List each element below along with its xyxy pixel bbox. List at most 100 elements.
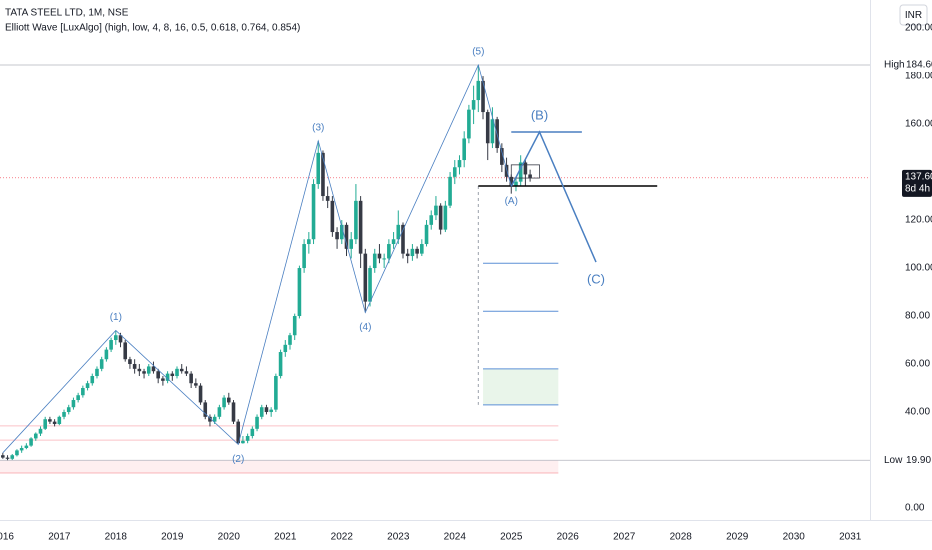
low-label: Low — [884, 455, 903, 466]
candle-body — [212, 416, 217, 422]
candle-body — [500, 148, 504, 165]
y-tick-label: 100.00 — [905, 263, 932, 274]
candle-body — [288, 335, 292, 345]
y-tick-label: 180.00 — [905, 71, 932, 82]
candle-body — [161, 378, 165, 381]
candle-body — [189, 373, 193, 384]
candle-body — [57, 416, 62, 425]
candle-body — [109, 340, 113, 350]
candle-body — [344, 224, 349, 249]
currency-button[interactable] — [899, 4, 928, 26]
candle-body — [405, 253, 410, 257]
x-tick-label: 2016 — [0, 532, 14, 543]
candle-body — [354, 200, 358, 240]
x-tick-label: 2017 — [48, 532, 71, 543]
candle-body — [62, 412, 66, 417]
candle-body — [33, 433, 38, 439]
candle-body — [194, 383, 198, 386]
x-tick-label: 2019 — [161, 532, 184, 543]
candle-body — [151, 366, 156, 372]
candle-body — [99, 359, 104, 369]
x-tick-label: 2024 — [444, 532, 467, 543]
candle-body — [236, 421, 241, 444]
candle-body — [66, 407, 71, 413]
candle-body — [443, 205, 448, 230]
candle-body — [452, 167, 457, 177]
projection-line — [510, 130, 597, 263]
candle-body — [485, 112, 490, 144]
candle-body — [467, 109, 471, 139]
candle-body — [387, 244, 391, 259]
wave-label: (C) — [587, 271, 605, 286]
candle-body — [297, 268, 302, 317]
x-tick-label: 2026 — [557, 532, 580, 543]
candle-body — [363, 253, 368, 302]
candle-body — [368, 268, 372, 302]
x-tick-label: 2025 — [500, 532, 523, 543]
price-label: 137.60 — [905, 171, 932, 182]
x-tick-label: 2021 — [274, 532, 297, 543]
x-tick-label: 2030 — [783, 532, 806, 543]
candle-body — [95, 368, 99, 377]
y-tick-label: 120.00 — [905, 215, 932, 226]
candle-body — [391, 239, 396, 245]
candle-body — [335, 232, 339, 240]
candle-body — [321, 152, 325, 197]
candle-body — [250, 428, 255, 437]
y-tick-label: 80.00 — [905, 311, 930, 322]
candle-body — [128, 359, 132, 365]
candle-body — [165, 373, 170, 381]
candle-body — [434, 205, 438, 216]
candle-body — [396, 224, 401, 240]
candle-body — [382, 258, 386, 260]
high-value-bg — [902, 58, 932, 73]
candle-body — [490, 119, 495, 144]
candle-body — [504, 164, 509, 177]
candle-body — [208, 416, 212, 422]
wave-label: (B) — [531, 107, 548, 122]
candle-body — [81, 388, 85, 396]
candle-body — [462, 138, 466, 161]
candle-body — [358, 200, 363, 254]
y-tick-label: 0.00 — [905, 503, 925, 514]
candle-body — [24, 445, 29, 449]
range-box — [510, 164, 540, 179]
x-tick-label: 2029 — [726, 532, 749, 543]
candle-body — [76, 395, 80, 401]
candle-body — [245, 436, 250, 441]
candle-body — [71, 400, 76, 408]
candle-body — [415, 248, 419, 254]
wave-label: (1) — [110, 312, 122, 323]
x-tick-label: 2023 — [387, 532, 410, 543]
candle-body — [325, 196, 330, 201]
low-value-label: 19.90 — [906, 455, 931, 466]
candle-body — [410, 248, 415, 257]
candle-body — [401, 224, 405, 254]
x-tick-label: 2031 — [839, 532, 862, 543]
candle-body — [146, 366, 151, 374]
high-value-label: 184.60 — [906, 60, 932, 71]
indicator-label: Elliott Wave [LuxAlgo] (high, low, 4, 8,… — [5, 23, 300, 34]
candle-body — [372, 253, 377, 269]
candle-body — [311, 184, 316, 240]
candle-body — [471, 100, 476, 110]
candle-body — [48, 419, 52, 422]
currency-label[interactable]: INR — [905, 10, 922, 21]
candle-body — [476, 80, 481, 101]
x-tick-label: 2027 — [613, 532, 636, 543]
candle-body — [123, 342, 128, 360]
candle-body — [231, 402, 236, 422]
candle-body — [5, 457, 10, 459]
y-tick-label: 160.00 — [905, 119, 932, 130]
candle-body — [19, 448, 24, 451]
candle-body — [339, 224, 344, 240]
candle-body — [514, 181, 518, 187]
candle-body — [203, 402, 208, 417]
x-tick-label: 2020 — [218, 532, 241, 543]
candle-body — [38, 428, 43, 434]
candle-body — [255, 416, 259, 429]
candle-body — [114, 335, 118, 341]
candle-body — [509, 176, 514, 187]
low-value-bg — [902, 453, 932, 468]
candle-body — [90, 376, 95, 384]
